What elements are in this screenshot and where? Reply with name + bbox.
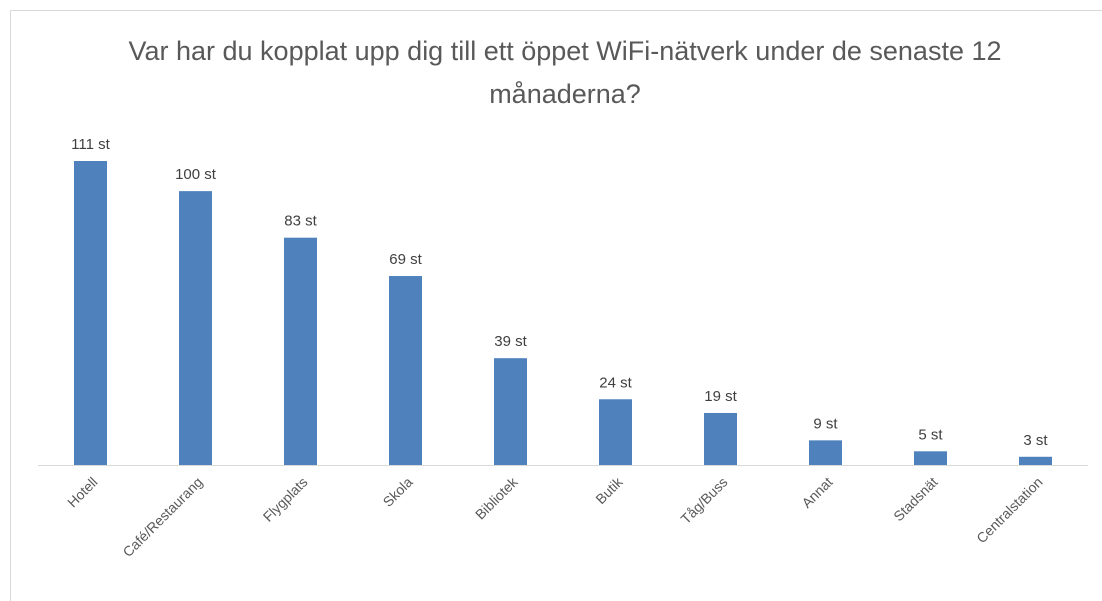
data-label: 5 st [918,426,943,443]
bar [599,399,632,465]
x-tick-label: Butik [592,473,626,507]
x-tick-label: Flygplats [260,474,311,525]
data-label: 24 st [599,374,632,391]
x-tick-label: Annat [798,474,835,511]
data-label: 69 st [389,251,422,268]
data-label: 39 st [494,333,527,350]
bar [179,191,212,465]
x-tick-label: Skola [380,474,416,510]
chart-title: Var har du kopplat upp dig till ett öppe… [128,36,1002,109]
x-tick-label: Hotell [64,474,101,511]
x-tick-label: Stadsnät [890,474,940,524]
bar [494,358,527,465]
x-tick-label: Tåg/Buss [677,474,730,527]
data-label: 19 st [704,388,737,405]
bar [704,412,737,465]
bar [809,440,842,465]
x-tick-label: Centralstation [973,474,1045,546]
x-tick-label: Café/Restaurang [119,474,205,560]
bar [389,276,422,465]
data-label: 100 st [175,166,217,183]
data-label: 111 st [71,136,110,153]
bar [1019,456,1052,465]
x-tick-label: Bibliotek [472,473,521,522]
data-label: 83 st [284,213,317,230]
bar [914,451,947,465]
data-label: 9 st [813,415,838,432]
bar [74,161,107,465]
bar [284,237,317,465]
chart-border [10,10,1102,601]
data-label: 3 st [1023,432,1048,449]
